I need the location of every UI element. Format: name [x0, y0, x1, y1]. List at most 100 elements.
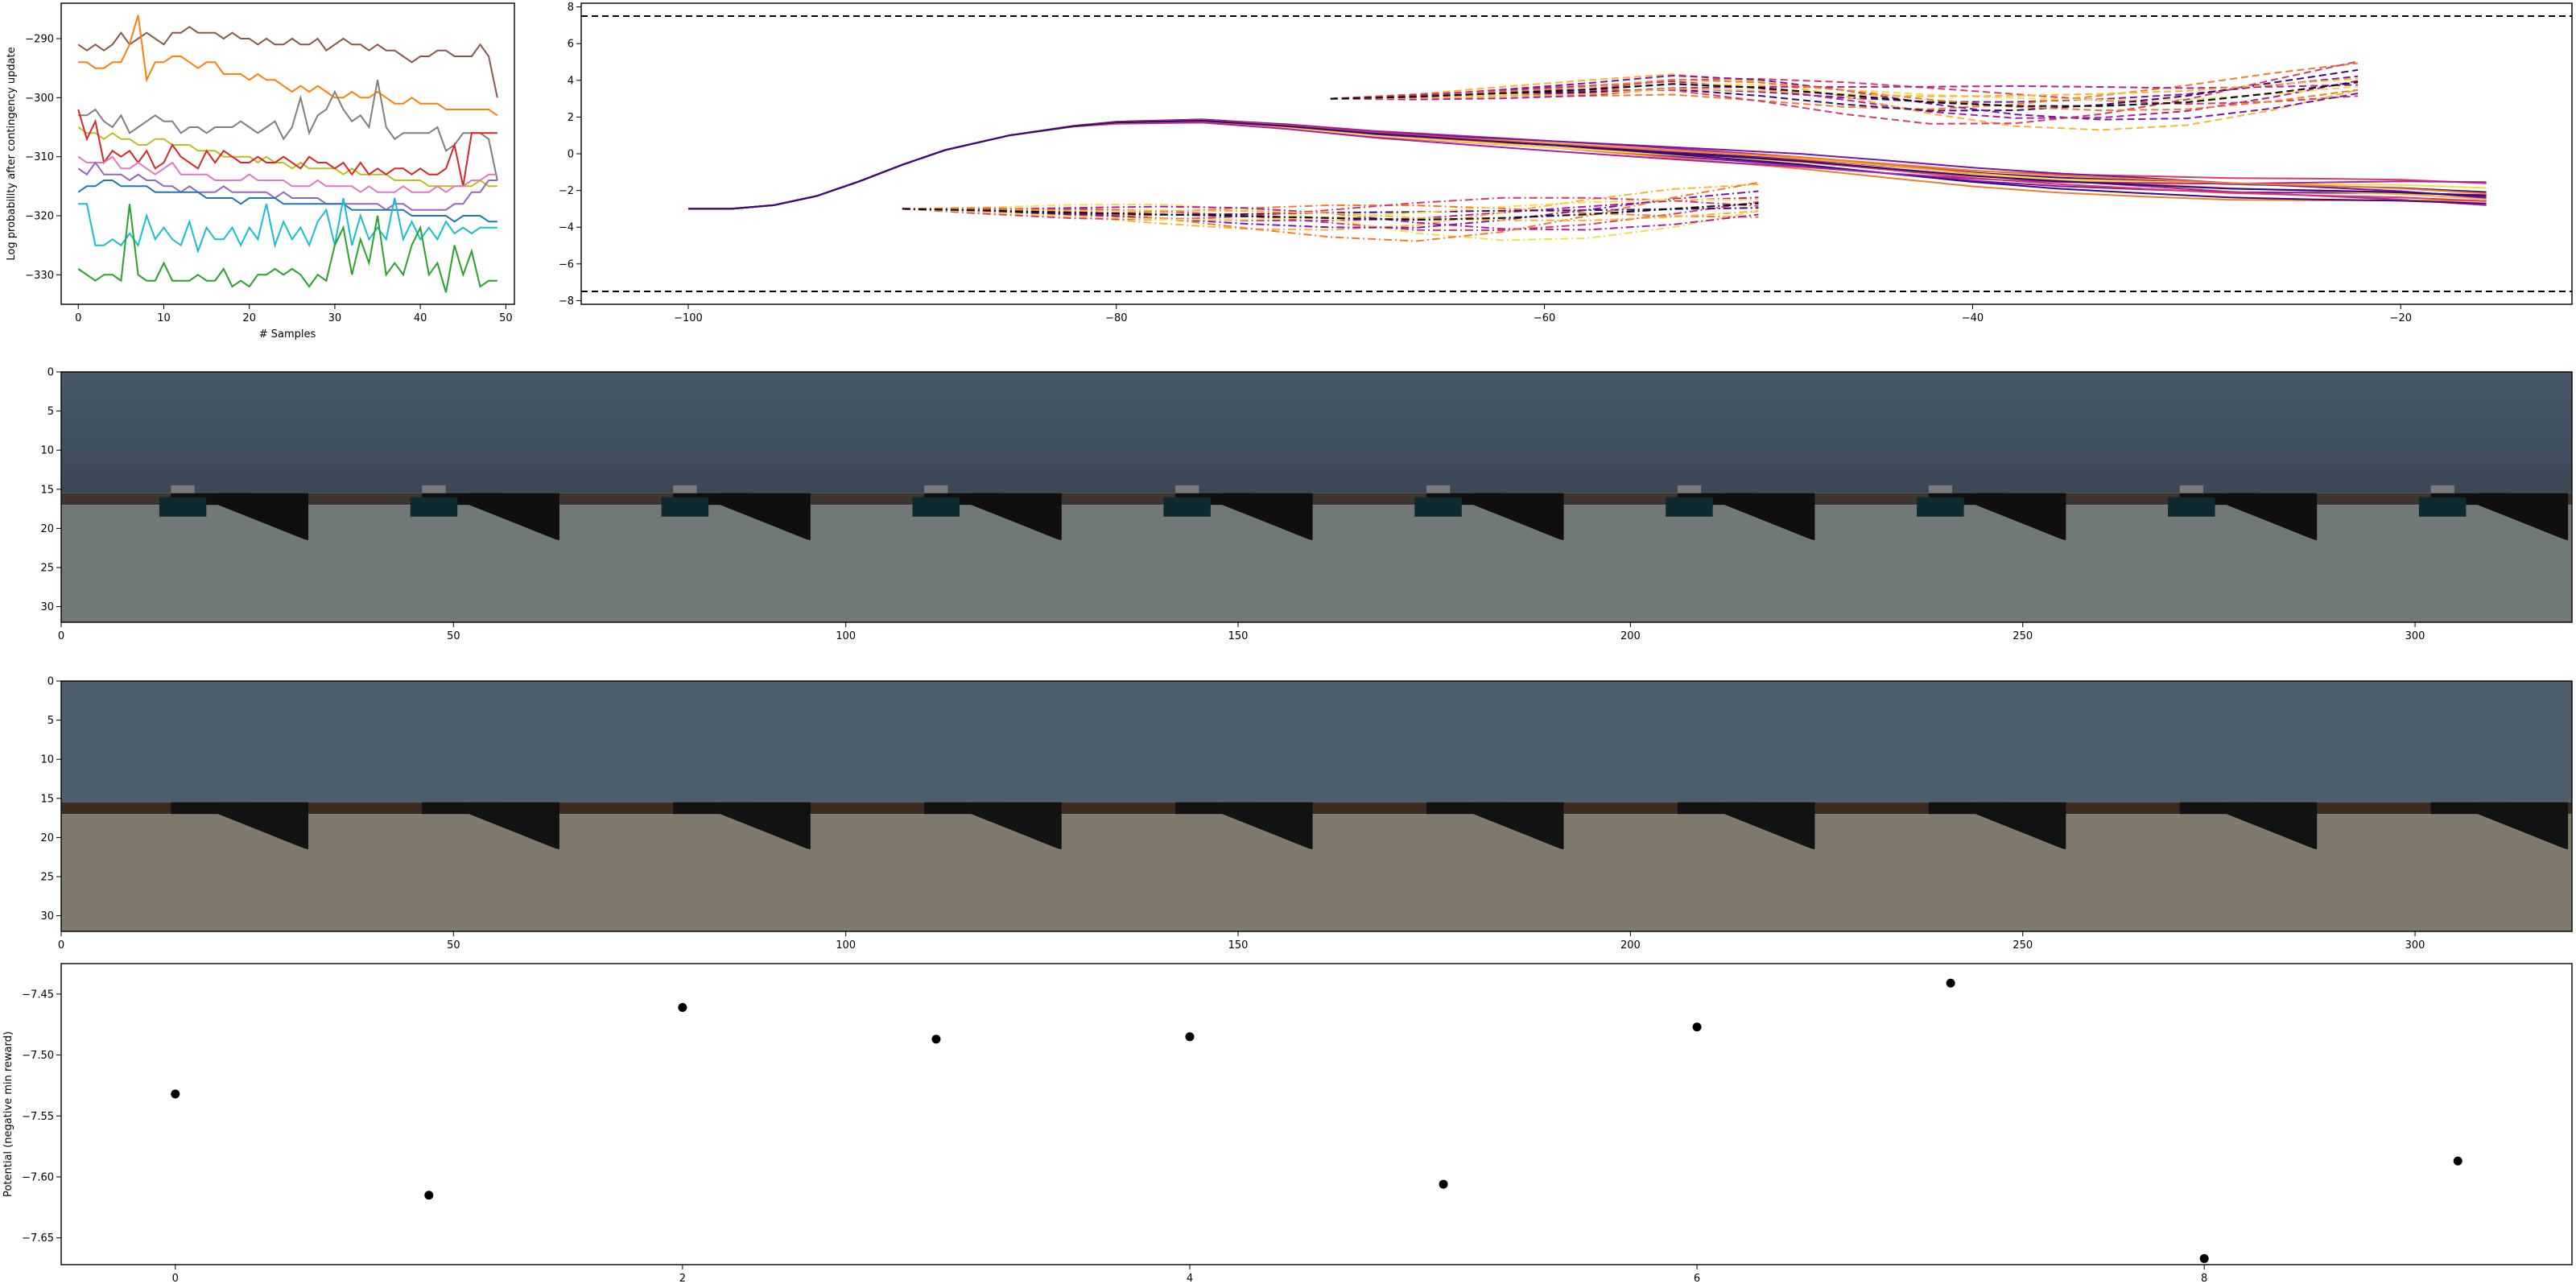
potential-point	[1439, 1179, 1448, 1189]
trajectory-dashdot-line	[902, 198, 1759, 221]
potential-panel: 0 2 4 6 8 −7.45 −7.50 −7.55 −7.60 −7.65 Potential…	[2, 963, 2573, 1285]
trajectory-solid-line	[688, 120, 2487, 210]
trajectory-dashdot-line	[902, 184, 1759, 231]
trajectory-solid-line	[688, 118, 2487, 210]
potential-x-tick-label: 8	[2201, 1273, 2207, 1285]
strip-cap	[673, 485, 697, 493]
strip-cap	[1677, 485, 1702, 493]
log-probability-series-line	[78, 80, 498, 181]
log-probability-plot-frame	[60, 2, 515, 305]
log-probability-y-tick-label: −290	[25, 34, 54, 46]
trajectory-y-tick-label: 4	[568, 75, 574, 87]
trajectory-solid-line	[688, 120, 2487, 210]
trajectory-dashdot-line	[902, 204, 1759, 218]
log-probability-series-line	[77, 180, 497, 223]
potential-y-tick-label: −7.45	[22, 989, 54, 1001]
trajectory-dashdot-line	[902, 208, 1759, 221]
trajectory-solid-line	[688, 118, 2487, 210]
potential-point	[424, 1191, 434, 1200]
image-strip-x-tick-label: 150	[1228, 939, 1249, 952]
image-strip-top-panel: 0 50 100 150 200 250 300 0 5 10 15 20 25 30	[40, 367, 2573, 643]
trajectory-dashdot-mean-line	[902, 202, 1759, 221]
log-probability-x-tick-label: 10	[157, 312, 171, 324]
trajectory-y-tick-label: −2	[559, 185, 574, 197]
strip-cap	[171, 485, 195, 493]
image-strip-bottom-panel: 0 50 100 150 200 250 300 0 5 10 15 20 25 30	[40, 676, 2573, 952]
strip-teal-block	[1163, 497, 1211, 517]
potential-point	[171, 1089, 180, 1099]
potential-x-tick-label: 6	[1694, 1273, 1700, 1285]
log-probability-y-tick-label: −330	[25, 270, 54, 282]
log-probability-series-line	[78, 197, 497, 254]
strip-teal-block	[2418, 497, 2467, 517]
trajectory-y-tick-label: −8	[559, 295, 574, 308]
trajectory-dashdot-line	[902, 196, 1759, 222]
strip-ramp	[971, 493, 1062, 540]
strip-cap	[1928, 485, 1952, 493]
log-probability-series-line	[77, 126, 497, 188]
strip-teal-block	[1666, 497, 1713, 517]
trajectory-dashed-mean-line	[1330, 81, 2359, 107]
trajectory-dashed-line	[1330, 60, 2359, 125]
strip-ramp	[217, 802, 309, 849]
image-strip-y-tick-label: 20	[40, 832, 54, 844]
strip-ramp	[469, 493, 559, 540]
log-probability-x-tick-label: 0	[75, 312, 81, 324]
strip-ramp	[1473, 802, 1564, 849]
trajectory-solid-line	[688, 118, 2487, 210]
trajectory-dashdot-line	[902, 196, 1759, 221]
strip-teal-block	[410, 497, 458, 517]
image-strip-y-tick-label: 15	[40, 484, 54, 496]
image-strip-x-tick-label: 50	[447, 630, 460, 642]
image-strip-x-tick-label: 100	[836, 630, 856, 642]
trajectory-y-tick-label: 2	[568, 112, 574, 124]
trajectory-dashed-line	[1330, 77, 2359, 100]
potential-point	[931, 1034, 941, 1044]
trajectory-dashed-line	[1330, 78, 2359, 112]
log-probability-y-axis-label: Log probability after contingency update	[6, 47, 18, 260]
image-strip-x-tick-label: 200	[1620, 939, 1641, 952]
potential-point	[678, 1003, 687, 1013]
trajectory-dashdot-line	[902, 207, 1759, 216]
trajectory-solid-line	[688, 122, 2487, 210]
strip-sky	[61, 372, 2572, 493]
log-probability-x-tick-label: 50	[499, 312, 513, 324]
image-strip-bottom-frame	[60, 680, 2573, 932]
image-strip-y-tick-label: 30	[40, 601, 54, 613]
strip-ramp	[1724, 802, 1815, 849]
trajectory-x-tick-label: −80	[1105, 312, 1127, 324]
strip-ramp	[720, 493, 811, 540]
potential-points-group	[171, 978, 2462, 1263]
strip-ramp	[2478, 493, 2569, 540]
image-strip-x-tick-label: 300	[2405, 630, 2425, 642]
image-strip-y-tick-label: 15	[40, 793, 54, 805]
strip-teal-block	[159, 497, 207, 517]
image-strip-x-tick-label: 0	[58, 939, 64, 952]
image-strip-x-tick-label: 50	[447, 939, 460, 952]
image-strip-top-axes: 0 50 100 150 200 250 300 0 5 10 15 20 25 30	[40, 367, 2425, 643]
strip-ramp	[469, 802, 559, 849]
trajectory-y-tick-label: −4	[559, 222, 574, 234]
strip-ramp	[720, 802, 811, 849]
strip-ramp	[217, 493, 309, 540]
trajectory-y-tick-label: 6	[568, 39, 574, 51]
image-strip-y-tick-label: 20	[40, 523, 54, 535]
potential-y-axis-label: Potential (negative min reward)	[2, 1031, 14, 1197]
trajectory-axes: −100 −80 −60 −40 −20 8 6 4 2 0 −2 −4 −6 −8	[559, 2, 2412, 324]
potential-point	[1692, 1022, 1702, 1032]
image-strip-y-tick-label: 25	[40, 871, 54, 883]
log-probability-series-line	[78, 14, 498, 117]
log-probability-x-axis-label: # Samples	[259, 328, 316, 341]
strip-ramp	[1222, 802, 1313, 849]
image-strip-x-tick-label: 250	[2013, 939, 2033, 952]
trajectory-dashed-line	[1330, 73, 2359, 131]
log-probability-series-line	[77, 161, 497, 211]
image-strip-x-tick-label: 300	[2405, 939, 2425, 952]
trajectory-solid-mean-line	[688, 119, 2487, 210]
potential-y-tick-label: −7.55	[22, 1111, 54, 1123]
image-strip-top-frame	[60, 371, 2573, 623]
trajectory-x-tick-label: −20	[2390, 312, 2412, 324]
log-probability-y-tick-label: −300	[25, 93, 54, 105]
strip-ramp	[1975, 493, 2066, 540]
